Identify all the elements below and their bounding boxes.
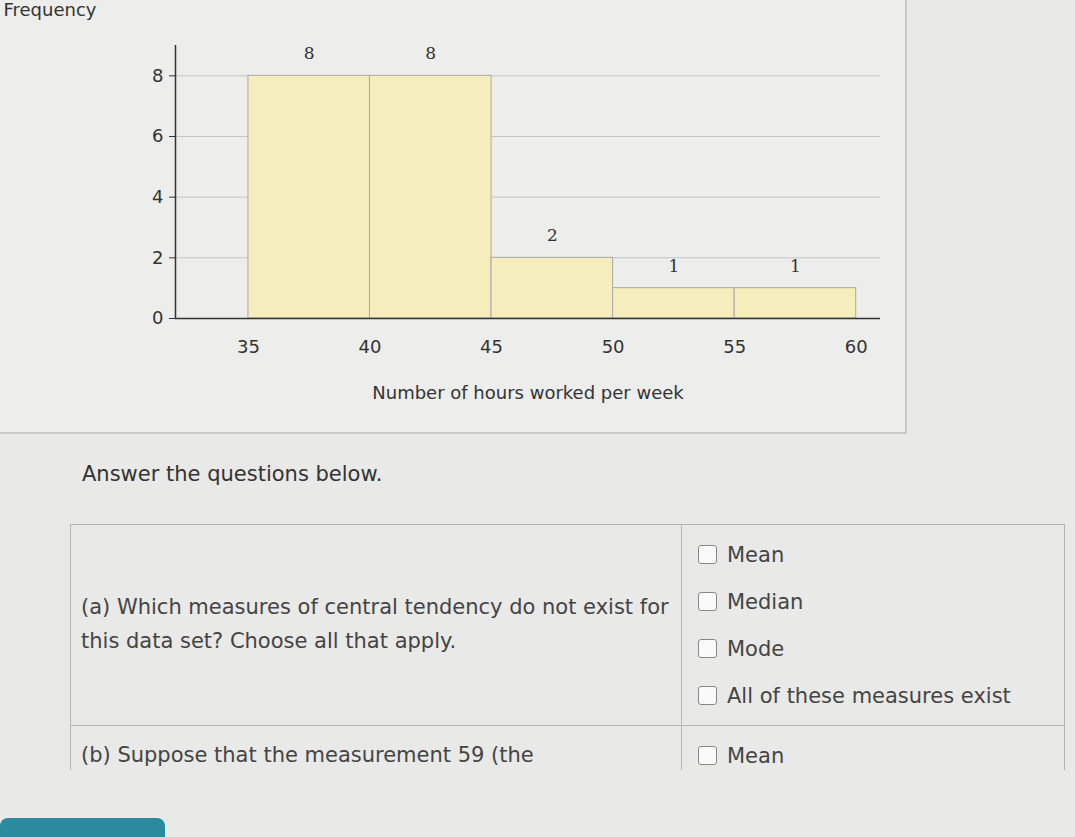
svg-text:50: 50 [602,336,625,357]
html-text:(a) Which measures of central: (a) Which measures of central tendency d… [81,595,669,653]
svg-text:1: 1 [790,256,801,276]
html-text:(b) Suppose that the measureme: (b) Suppose that the measurement 59 (the [81,742,534,767]
html-text:Mode: Mode [727,636,785,661]
svg-text:Frequency: Frequency [4,0,97,20]
svg-text:45: 45 [480,336,503,357]
html-text:Median: Median [727,589,804,614]
html-text:Mean: Mean [727,542,785,567]
svg-text:2: 2 [152,247,163,268]
svg-text:2: 2 [547,225,558,245]
svg-text:Number of hours worked per wee: Number of hours worked per week [372,382,684,403]
svg-text:60: 60 [845,336,868,357]
svg-text:6: 6 [152,125,163,146]
svg-text:35: 35 [237,336,260,357]
svg-text:8: 8 [304,43,315,63]
svg-text:1: 1 [668,256,679,276]
svg-text:0: 0 [152,307,163,328]
svg-text:8: 8 [152,65,163,86]
svg-text:8: 8 [425,43,436,63]
html-text:All of these measures exist: All of these measures exist [727,683,1011,708]
svg-text:55: 55 [723,336,746,357]
svg-text:40: 40 [359,336,382,357]
html-text:Mean: Mean [727,743,785,768]
svg-text:4: 4 [152,186,163,207]
html-text:Answer the questions below.: Answer the questions below. [82,462,383,486]
